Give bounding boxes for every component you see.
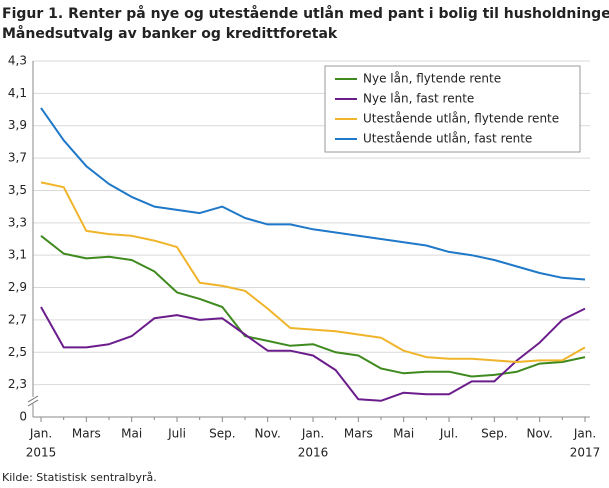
x-tick-label: Jan.: [29, 427, 52, 441]
x-year-label: 2016: [298, 446, 329, 460]
x-tick-label: Juli: [167, 427, 186, 441]
y-tick-label: 3,1: [8, 248, 27, 262]
source: Kilde: Statistisk sentralbyrå.: [2, 471, 157, 484]
y-tick-label: 2,3: [8, 377, 27, 391]
x-tick-label: Jan.: [301, 427, 324, 441]
axis-break: [27, 395, 39, 407]
y-tick-label: 4,3: [8, 54, 27, 68]
x-tick-label: Sep.: [481, 427, 507, 441]
x-tick-label: Jan.: [573, 427, 596, 441]
x-year-label: 2015: [26, 446, 57, 460]
y-tick-label: 0: [19, 410, 27, 424]
x-tick-label: Mai: [393, 427, 414, 441]
x-tick-label: Mai: [121, 427, 142, 441]
chart-title: Figur 1. Renter på nye og utestående utl…: [2, 5, 609, 22]
legend-label: Utestående utlån, fast rente: [363, 132, 532, 146]
y-tick-label: 2,7: [8, 312, 27, 326]
x-tick-label: Jul.: [439, 427, 458, 441]
x-tick-label: Mars: [344, 427, 373, 441]
axis-break-mark: [27, 395, 39, 403]
y-tick-label: 4,1: [8, 86, 27, 100]
series-line: [40, 181, 586, 363]
legend-label: Utestående utlån, flytende rente: [363, 112, 559, 126]
y-tick-label: 3,7: [8, 151, 27, 165]
y-tick-label: 3,9: [8, 118, 27, 132]
legend-label: Nye lån, fast rente: [363, 92, 474, 106]
y-tick-label: 2,5: [8, 345, 27, 359]
series-line: [40, 306, 586, 402]
x-tick-label: Nov.: [527, 427, 553, 441]
y-tick-label: 3,5: [8, 183, 27, 197]
axis-break-gap: [29, 397, 38, 404]
x-year-label: 2017: [570, 446, 601, 460]
plot-area: 0 2,3 2,5 2,7 2,9 3,1 3,3 3,5 3,7 3,9 4,1 4,3 Jan. 20…: [8, 54, 600, 460]
x-tick-label: Nov.: [255, 427, 281, 441]
y-tick-label: 2,9: [8, 280, 27, 294]
chart-subtitle: Månedsutvalg av banker og kredittforetak: [2, 25, 338, 42]
legend-label: Nye lån, flytende rente: [363, 72, 501, 86]
series-line: [40, 235, 586, 378]
x-tick-label: Mars: [72, 427, 101, 441]
y-tick-label: 3,3: [8, 215, 27, 229]
axis-break-mark: [27, 399, 39, 407]
x-tick-label: Sep.: [209, 427, 235, 441]
legend-box: [324, 65, 581, 153]
series-line: [40, 107, 586, 281]
